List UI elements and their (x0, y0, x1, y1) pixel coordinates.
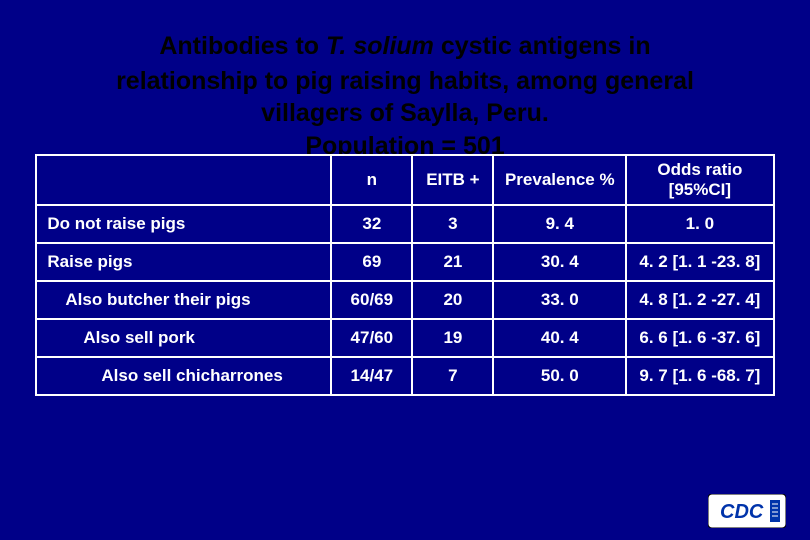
cell-eitb: 21 (412, 243, 493, 281)
cell-n: 69 (331, 243, 412, 281)
slide-container: Antibodies to T. solium cystic antigens … (0, 0, 810, 540)
cell-eitb: 7 (412, 357, 493, 395)
cell-eitb: 19 (412, 319, 493, 357)
header-prevalence: Prevalence % (493, 155, 626, 205)
table-row: Also butcher their pigs 60/69 20 33. 0 4… (36, 281, 773, 319)
title-pre: Antibodies to (159, 32, 326, 60)
cell-prev: 33. 0 (493, 281, 626, 319)
title-post: cystic antigens in (434, 32, 651, 60)
header-n: n (331, 155, 412, 205)
cell-n: 14/47 (331, 357, 412, 395)
cdc-logo-icon: CDC (708, 494, 786, 528)
header-blank (36, 155, 331, 205)
table-body: Do not raise pigs 32 3 9. 4 1. 0 Raise p… (36, 205, 773, 395)
cell-n: 60/69 (331, 281, 412, 319)
table-header-row: n EITB + Prevalence % Odds ratio [95%CI] (36, 155, 773, 205)
cell-or: 4. 8 [1. 2 -27. 4] (626, 281, 773, 319)
cell-prev: 50. 0 (493, 357, 626, 395)
row-label: Also sell chicharrones (36, 357, 331, 395)
data-table: n EITB + Prevalence % Odds ratio [95%CI]… (35, 154, 774, 396)
row-label: Also sell pork (36, 319, 331, 357)
cell-or: 9. 7 [1. 6 -68. 7] (626, 357, 773, 395)
title-line-2: relationship to pig raising habits, amon… (59, 65, 752, 98)
table-row: Also sell pork 47/60 19 40. 4 6. 6 [1. 6… (36, 319, 773, 357)
cell-prev: 30. 4 (493, 243, 626, 281)
table-row: Also sell chicharrones 14/47 7 50. 0 9. … (36, 357, 773, 395)
cell-prev: 9. 4 (493, 205, 626, 243)
row-label: Also butcher their pigs (36, 281, 331, 319)
slide-title: Antibodies to T. solium cystic antigens … (59, 30, 752, 162)
cell-n: 32 (331, 205, 412, 243)
cell-eitb: 20 (412, 281, 493, 319)
table-row: Do not raise pigs 32 3 9. 4 1. 0 (36, 205, 773, 243)
cell-eitb: 3 (412, 205, 493, 243)
cell-or: 1. 0 (626, 205, 773, 243)
title-line-3: villagers of Saylla, Peru. (59, 97, 752, 130)
cell-n: 47/60 (331, 319, 412, 357)
title-italic: T. solium (326, 32, 434, 60)
header-odds-ratio: Odds ratio [95%CI] (626, 155, 773, 205)
row-label: Do not raise pigs (36, 205, 331, 243)
cell-or: 6. 6 [1. 6 -37. 6] (626, 319, 773, 357)
cell-prev: 40. 4 (493, 319, 626, 357)
cdc-logo: CDC (708, 494, 786, 528)
cell-or: 4. 2 [1. 1 -23. 8] (626, 243, 773, 281)
header-eitb: EITB + (412, 155, 493, 205)
table-row: Raise pigs 69 21 30. 4 4. 2 [1. 1 -23. 8… (36, 243, 773, 281)
svg-text:CDC: CDC (720, 501, 764, 523)
title-line-1: Antibodies to T. solium cystic antigens … (59, 30, 752, 63)
row-label: Raise pigs (36, 243, 331, 281)
